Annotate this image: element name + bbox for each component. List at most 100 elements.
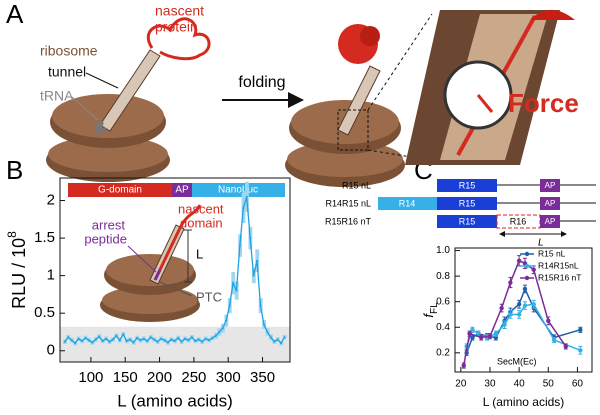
data-point xyxy=(522,303,528,308)
label: arrest xyxy=(92,217,126,232)
data-point xyxy=(201,340,204,343)
y-axis-label-sub: FL xyxy=(429,302,440,314)
label: folding xyxy=(238,74,285,91)
construct-name: R15 nL xyxy=(342,180,371,190)
label: AP xyxy=(545,217,556,226)
data-point xyxy=(551,337,557,343)
x-tick-label: 350 xyxy=(250,369,275,386)
data-point xyxy=(479,335,484,340)
data-point xyxy=(276,338,279,341)
data-point xyxy=(508,280,513,285)
data-point xyxy=(115,334,118,337)
data-point xyxy=(80,339,83,342)
data-point xyxy=(207,339,210,342)
x-tick-label: 150 xyxy=(113,369,138,386)
data-point xyxy=(516,312,522,317)
data-point xyxy=(502,322,507,327)
data-point xyxy=(74,342,77,345)
label: tRNA xyxy=(40,88,74,104)
label: AP xyxy=(545,199,556,208)
data-point xyxy=(190,336,193,339)
legend-marker xyxy=(524,263,530,269)
data-point xyxy=(245,195,248,198)
y-tick-label: 0.8 xyxy=(436,271,450,282)
data-point xyxy=(153,338,156,341)
plot: 20 30 40 50 60 0.2 0.4 0.6 0.8 1.0 L (amino acids)… xyxy=(421,245,593,409)
data-point xyxy=(170,338,173,341)
y-tick-label: 1.0 xyxy=(436,245,450,256)
data-point xyxy=(146,339,149,342)
x-tick-label: 30 xyxy=(484,379,496,390)
label: R15 xyxy=(459,180,476,190)
data-point xyxy=(63,340,66,343)
label: G-domain xyxy=(98,185,142,196)
data-point xyxy=(129,338,132,341)
x-tick-label: 20 xyxy=(455,379,467,390)
data-point xyxy=(183,337,186,340)
data-point xyxy=(187,339,190,342)
data-point xyxy=(197,338,200,341)
data-point xyxy=(235,289,238,292)
data-point xyxy=(269,336,272,339)
data-point xyxy=(280,342,283,345)
y-tick-label: 0.2 xyxy=(436,347,450,358)
data-point xyxy=(266,330,269,333)
y-tick-label: 1 xyxy=(47,267,55,284)
data-point xyxy=(516,302,522,307)
data-point xyxy=(256,259,259,262)
y-axis-label-sup: 8 xyxy=(5,231,19,238)
data-point xyxy=(221,327,224,330)
ribosome-illustration xyxy=(100,204,202,322)
legend-label: R14R15nL xyxy=(538,260,579,270)
axes-frame xyxy=(454,247,593,373)
y-axis-label: RLU / 108 xyxy=(5,231,29,309)
y-tick-label: 0 xyxy=(47,342,55,359)
x-tick-label: 50 xyxy=(543,379,555,390)
label: R15 xyxy=(459,198,476,208)
leader xyxy=(85,72,119,89)
label: R14 xyxy=(399,198,416,208)
data-point xyxy=(132,341,135,344)
label: AP xyxy=(175,185,189,196)
data-point xyxy=(283,336,286,339)
data-point xyxy=(67,336,70,339)
y-axis-label: fFL xyxy=(421,302,439,318)
label: nascent xyxy=(155,3,204,19)
data-point xyxy=(228,304,231,307)
x-tick-label: 100 xyxy=(78,369,103,386)
data-point xyxy=(461,363,466,368)
data-point xyxy=(163,339,166,342)
data-point xyxy=(499,305,504,311)
label: Force xyxy=(508,88,579,118)
label: domain xyxy=(180,215,223,230)
data-point xyxy=(531,267,536,272)
data-point xyxy=(156,340,159,343)
x-tick-label: 200 xyxy=(147,369,172,386)
data-point xyxy=(249,237,252,240)
construct-name: R14R15 nL xyxy=(325,198,371,208)
y-axis-label-main: RLU / 10 xyxy=(9,238,29,309)
label: R16 xyxy=(510,216,527,226)
data-point xyxy=(546,318,551,324)
y-tick-label: 0.6 xyxy=(436,296,450,307)
data-point xyxy=(578,348,583,353)
data-point xyxy=(166,341,169,344)
label: L xyxy=(196,246,203,261)
y-tick-label: 1.5 xyxy=(34,229,55,246)
domain-bar xyxy=(68,183,285,197)
data-point xyxy=(101,339,104,342)
data-point xyxy=(531,302,536,307)
data-point xyxy=(273,340,276,343)
data-point xyxy=(238,244,241,247)
data-point xyxy=(125,339,128,342)
data-point xyxy=(467,331,472,336)
label: NanoLuc xyxy=(218,185,258,196)
data-point xyxy=(118,339,121,342)
annotation: SecM(Ec) xyxy=(497,356,537,366)
panel-label: A xyxy=(6,0,24,29)
construct-name: R15R16 nT xyxy=(325,216,372,226)
data-point xyxy=(122,333,125,336)
label: ribosome xyxy=(40,43,98,59)
x-axis-label: L (amino acids) xyxy=(483,395,565,409)
